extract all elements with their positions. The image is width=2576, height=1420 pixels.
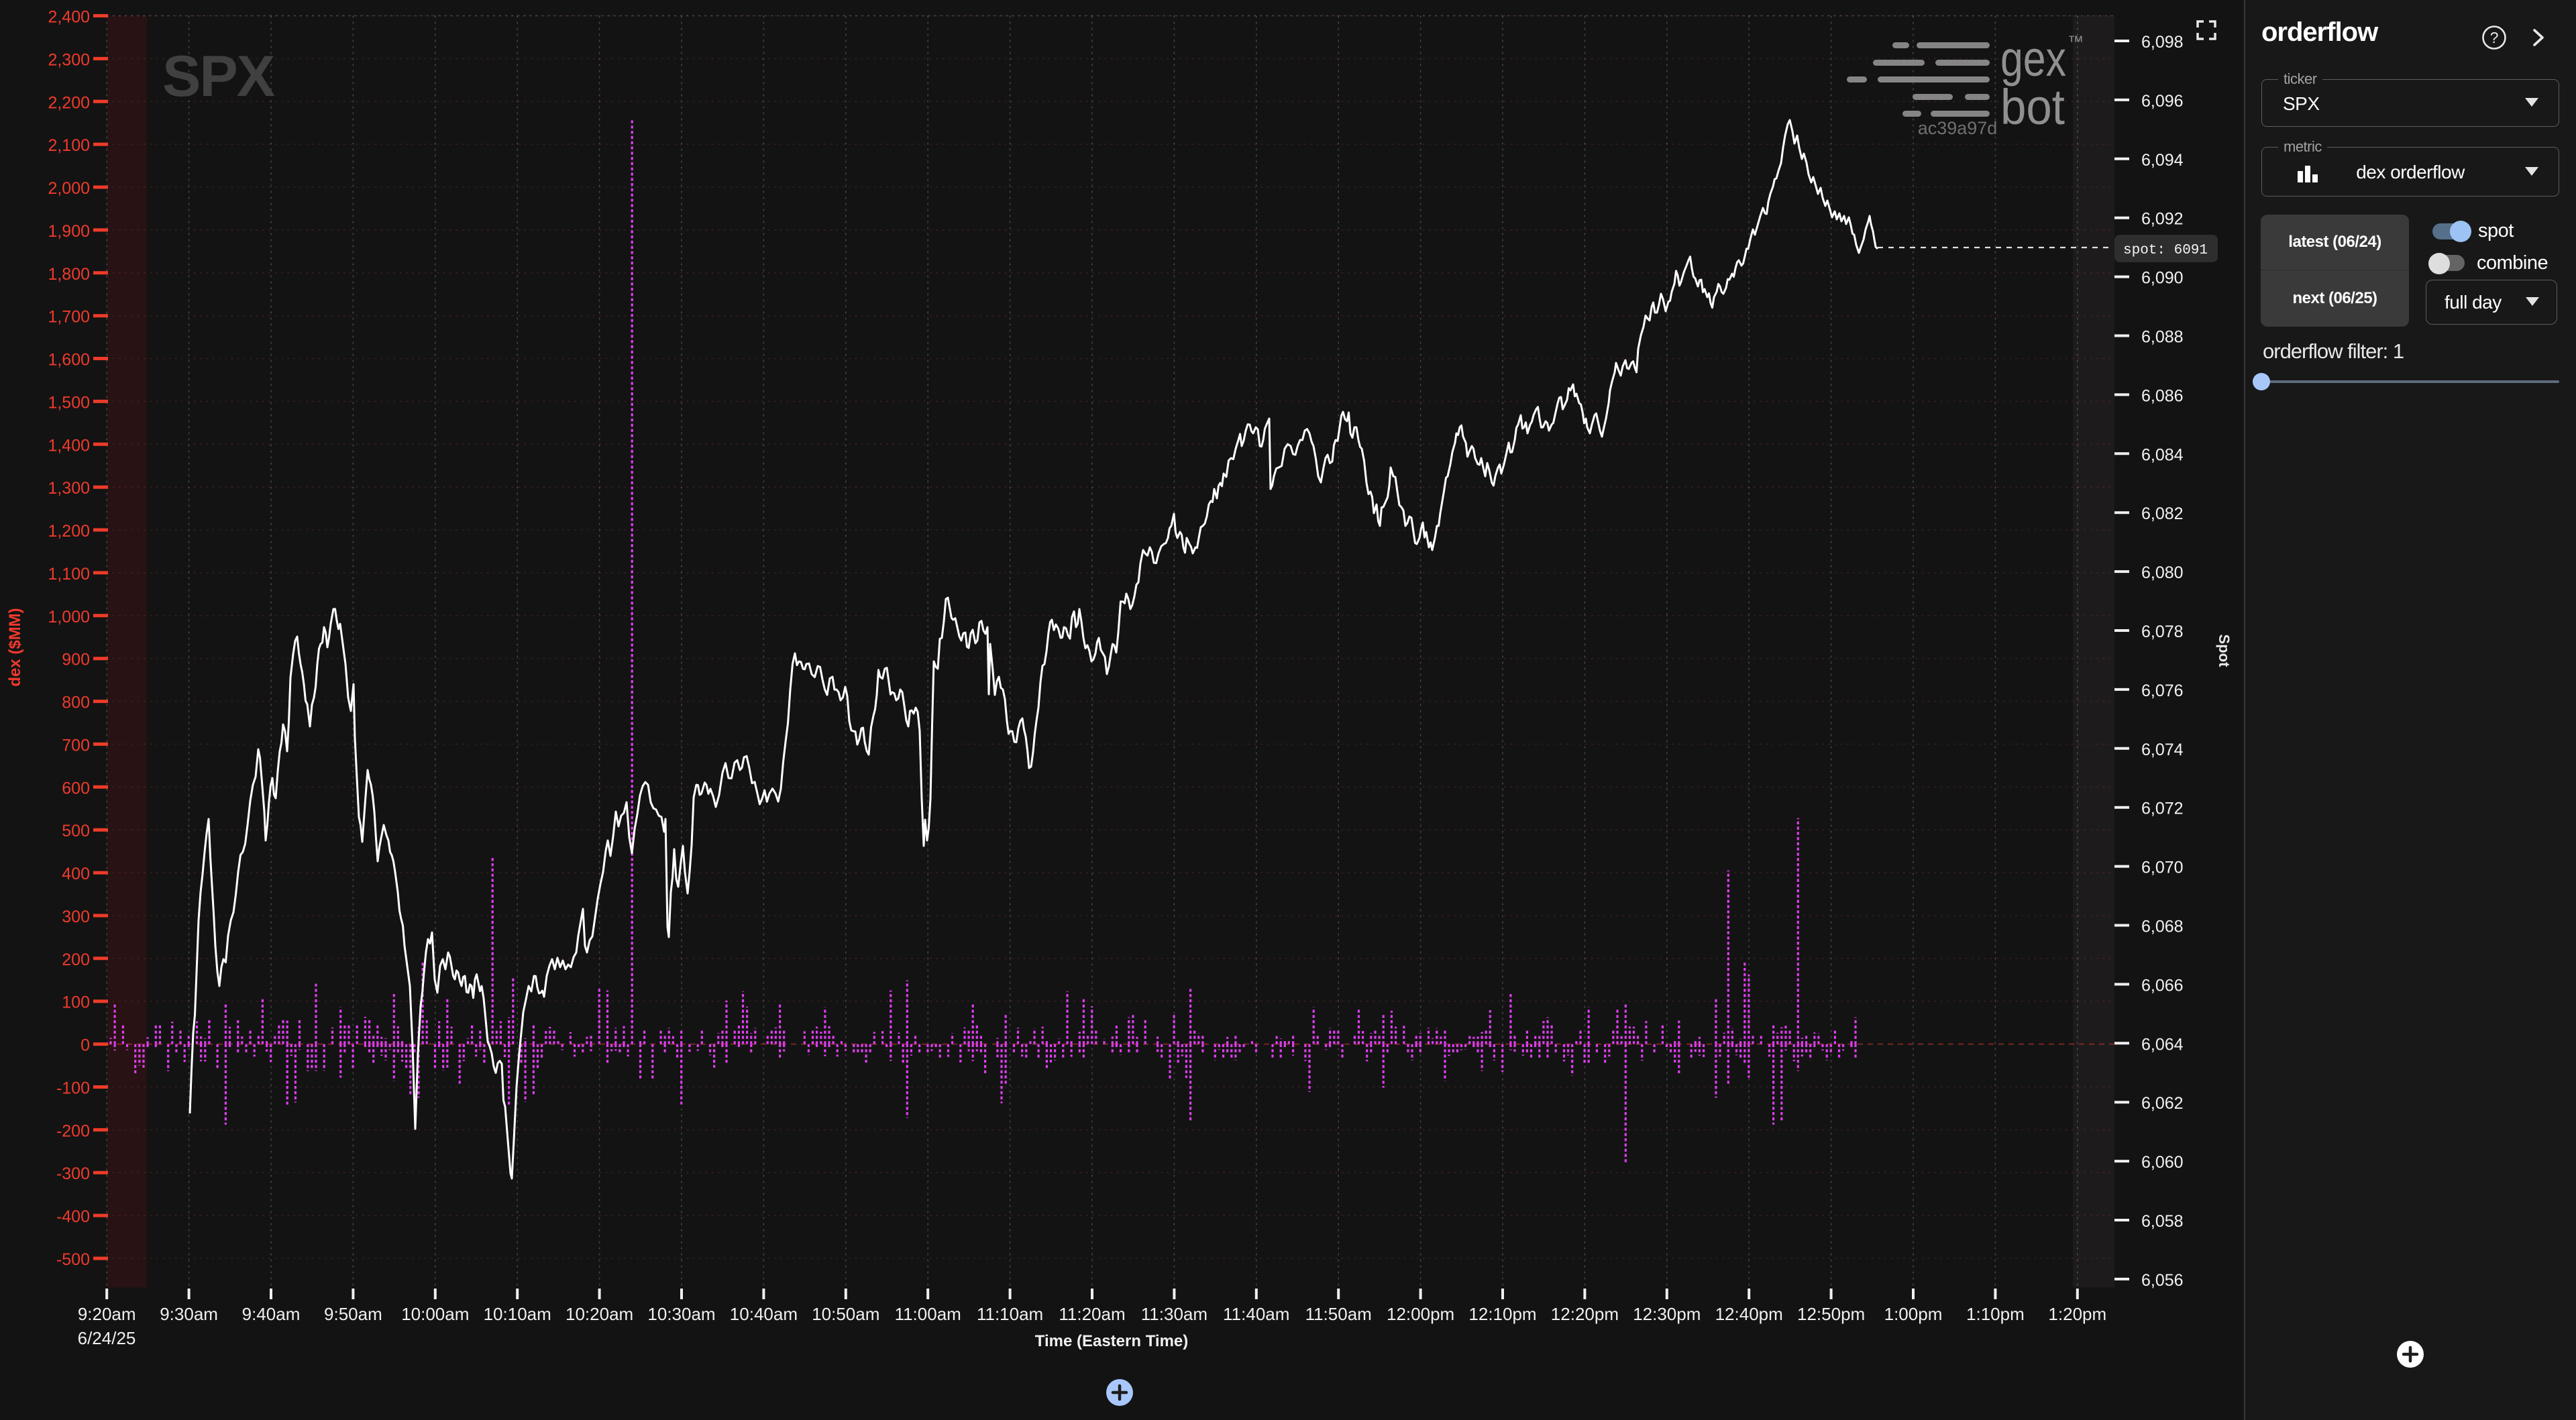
svg-text:2,400: 2,400: [48, 8, 90, 27]
svg-text:2,200: 2,200: [48, 93, 90, 112]
svg-text:2,000: 2,000: [48, 179, 90, 198]
svg-text:800: 800: [62, 694, 90, 712]
svg-text:700: 700: [62, 736, 90, 755]
svg-text:1,500: 1,500: [48, 393, 90, 412]
svg-text:10:10am: 10:10am: [484, 1304, 551, 1324]
svg-text:12:00pm: 12:00pm: [1387, 1304, 1454, 1324]
svg-text:1,200: 1,200: [48, 522, 90, 541]
svg-text:1,600: 1,600: [48, 351, 90, 370]
svg-text:12:10pm: 12:10pm: [1468, 1304, 1536, 1324]
svg-text:10:40am: 10:40am: [730, 1304, 798, 1324]
svg-text:12:20pm: 12:20pm: [1551, 1304, 1619, 1324]
svg-text:12:30pm: 12:30pm: [1633, 1304, 1701, 1324]
svg-text:11:30am: 11:30am: [1141, 1304, 1208, 1324]
svg-text:6,058: 6,058: [2141, 1212, 2184, 1231]
svg-text:12:50pm: 12:50pm: [1797, 1304, 1865, 1324]
svg-text:6,062: 6,062: [2141, 1094, 2184, 1113]
svg-text:6,072: 6,072: [2141, 800, 2184, 818]
svg-text:9:30am: 9:30am: [160, 1304, 218, 1324]
svg-text:6,086: 6,086: [2141, 386, 2184, 405]
svg-text:100: 100: [62, 993, 90, 1012]
svg-text:6,066: 6,066: [2141, 976, 2184, 995]
svg-text:1:00pm: 1:00pm: [1884, 1304, 1943, 1324]
svg-text:200: 200: [62, 950, 90, 969]
svg-text:1,700: 1,700: [48, 308, 90, 327]
svg-text:10:30am: 10:30am: [647, 1304, 715, 1324]
svg-text:6,076: 6,076: [2141, 681, 2184, 700]
svg-text:2,100: 2,100: [48, 136, 90, 155]
svg-text:1:20pm: 1:20pm: [2048, 1304, 2106, 1324]
svg-text:9:20am: 9:20am: [78, 1304, 136, 1324]
svg-text:2,300: 2,300: [48, 50, 90, 69]
svg-text:1,000: 1,000: [48, 608, 90, 626]
svg-text:9:50am: 9:50am: [324, 1304, 382, 1324]
svg-text:6,084: 6,084: [2141, 445, 2184, 464]
svg-text:6,090: 6,090: [2141, 269, 2184, 288]
svg-text:-500: -500: [56, 1250, 90, 1269]
svg-text:6,068: 6,068: [2141, 918, 2184, 936]
svg-text:6/24/25: 6/24/25: [78, 1328, 136, 1348]
svg-text:?: ?: [2490, 29, 2499, 46]
svg-text:6,070: 6,070: [2141, 859, 2184, 877]
svg-text:dex ($MM): dex ($MM): [6, 608, 24, 686]
svg-text:10:00am: 10:00am: [401, 1304, 469, 1324]
svg-text:6,082: 6,082: [2141, 504, 2184, 523]
svg-text:6,074: 6,074: [2141, 741, 2184, 759]
svg-text:-200: -200: [56, 1122, 90, 1140]
svg-text:6,060: 6,060: [2141, 1153, 2184, 1172]
svg-text:1,800: 1,800: [48, 265, 90, 284]
svg-text:9:40am: 9:40am: [242, 1304, 301, 1324]
svg-text:-300: -300: [56, 1164, 90, 1183]
svg-text:1,900: 1,900: [48, 222, 90, 241]
svg-text:1:10pm: 1:10pm: [1966, 1304, 2025, 1324]
svg-text:500: 500: [62, 822, 90, 840]
svg-text:1,300: 1,300: [48, 479, 90, 498]
svg-text:ac39a97d: ac39a97d: [1918, 118, 1998, 138]
svg-text:10:20am: 10:20am: [566, 1304, 633, 1324]
svg-text:6,078: 6,078: [2141, 622, 2184, 641]
svg-text:Time (Eastern Time): Time (Eastern Time): [1035, 1332, 1189, 1350]
svg-text:600: 600: [62, 779, 90, 798]
svg-text:bot: bot: [2000, 79, 2065, 135]
svg-text:-400: -400: [56, 1207, 90, 1226]
svg-text:6,080: 6,080: [2141, 563, 2184, 582]
svg-text:6,092: 6,092: [2141, 210, 2184, 229]
svg-text:6,096: 6,096: [2141, 92, 2184, 111]
svg-text:11:40am: 11:40am: [1223, 1304, 1289, 1324]
svg-text:0: 0: [80, 1036, 90, 1055]
svg-text:11:20am: 11:20am: [1059, 1304, 1125, 1324]
svg-text:900: 900: [62, 651, 90, 669]
svg-text:300: 300: [62, 908, 90, 926]
svg-text:spot: 6091: spot: 6091: [2123, 243, 2208, 258]
svg-text:SPX: SPX: [162, 44, 275, 109]
svg-text:1,400: 1,400: [48, 436, 90, 455]
svg-text:™: ™: [2068, 33, 2084, 51]
svg-text:6,098: 6,098: [2141, 33, 2184, 52]
svg-text:400: 400: [62, 865, 90, 883]
svg-text:11:10am: 11:10am: [977, 1304, 1043, 1324]
svg-text:6,056: 6,056: [2141, 1271, 2184, 1290]
svg-text:6,064: 6,064: [2141, 1035, 2184, 1054]
svg-text:6,094: 6,094: [2141, 151, 2184, 170]
svg-text:gex: gex: [2000, 31, 2066, 87]
svg-text:-100: -100: [56, 1079, 90, 1098]
svg-text:Spot: Spot: [2216, 635, 2233, 668]
svg-text:11:50am: 11:50am: [1305, 1304, 1372, 1324]
svg-text:1,100: 1,100: [48, 565, 90, 584]
svg-text:11:00am: 11:00am: [895, 1304, 961, 1324]
svg-text:12:40pm: 12:40pm: [1715, 1304, 1783, 1324]
svg-text:6,088: 6,088: [2141, 328, 2184, 347]
svg-text:10:50am: 10:50am: [812, 1304, 879, 1324]
